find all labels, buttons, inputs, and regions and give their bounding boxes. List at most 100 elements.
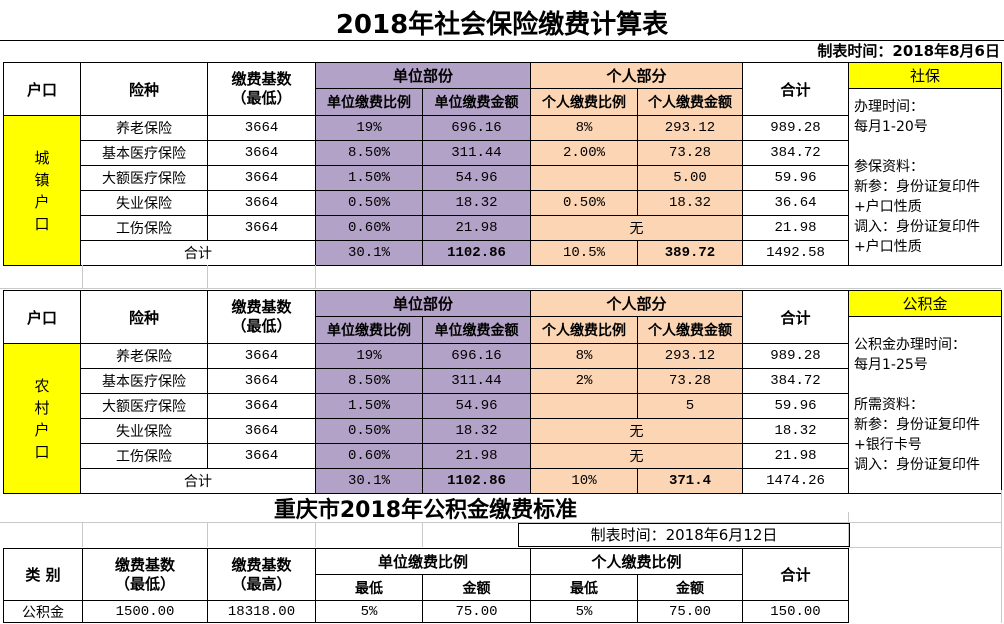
total-grand: 1492.58 [742, 240, 849, 266]
personal-amount: 73.28 [637, 140, 743, 166]
total-personal-rate: 10.5% [530, 240, 638, 266]
fund-personal-amount: 75.00 [637, 600, 743, 623]
row-total: 989.28 [742, 343, 849, 369]
employer-rate: 19% [315, 115, 423, 141]
fund-employer-amount: 75.00 [422, 600, 531, 623]
col-header-base: 缴费基数 （最低） [207, 290, 316, 344]
row-total: 21.98 [742, 443, 849, 469]
insurance-name: 失业保险 [80, 190, 208, 216]
fund-employer-min: 5% [315, 600, 423, 623]
total-personal-amount: 389.72 [637, 240, 743, 266]
employer-amount: 21.98 [422, 443, 531, 469]
subheader-personal-amount: 个人缴费金额 [637, 88, 743, 116]
group-header-employer: 单位部份 [315, 290, 531, 317]
insurance-name: 养老保险 [80, 343, 208, 369]
personal-amount: 293.12 [637, 343, 743, 369]
group-header-personal: 个人部分 [530, 290, 743, 317]
employer-amount: 21.98 [422, 215, 531, 241]
gridline [422, 522, 423, 547]
total-row-label: 合计 [80, 240, 316, 266]
insurance-name: 失业保险 [80, 418, 208, 444]
total-employer-amount: 1102.86 [422, 240, 531, 266]
personal-rate: 2% [530, 368, 638, 394]
base-value: 3664 [207, 418, 316, 444]
row-total: 989.28 [742, 115, 849, 141]
social-insurance-table-urban: 户口 险种 缴费基数 （最低） 单位部份 个人部分 合计 社保 单位缴费比例 单… [3, 62, 1002, 266]
subheader-employer-rate: 单位缴费比例 [315, 316, 423, 344]
gridline [315, 522, 316, 547]
insurance-name: 基本医疗保险 [80, 368, 208, 394]
employer-rate: 0.60% [315, 215, 423, 241]
col-header-insurance: 险种 [80, 290, 208, 344]
col-header-base-min: 缴费基数 （最低） [82, 548, 208, 601]
base-value: 3664 [207, 343, 316, 369]
gridline [315, 265, 316, 288]
total-personal-rate: 10% [530, 468, 638, 494]
subheader-amount: 金额 [637, 574, 743, 601]
gridline [848, 512, 849, 548]
group-header-employer-rate: 单位缴费比例 [315, 548, 531, 575]
employer-rate: 8.50% [315, 368, 423, 394]
gridline [848, 547, 1001, 548]
employer-rate: 0.50% [315, 418, 423, 444]
col-header-hukou: 户口 [3, 62, 81, 116]
gridline [1001, 490, 1002, 623]
notes-title-fund: 公积金 [848, 290, 1002, 317]
col-header-insurance: 险种 [80, 62, 208, 116]
personal-rate: 0.50% [530, 190, 638, 216]
page-title: 2018年社会保险缴费计算表 [335, 10, 669, 40]
col-header-base-max: 缴费基数 （最高） [207, 548, 316, 601]
gridline [207, 265, 208, 288]
fund-notes: 公积金办理时间： 每月1-25号 所需资料： 新参：身份证复印件 +银行卡号 调… [848, 316, 1002, 494]
personal-none-cell: 无 [530, 418, 743, 444]
personal-amount: 5 [637, 393, 743, 419]
employer-rate: 8.50% [315, 140, 423, 166]
gridline [0, 522, 1001, 523]
employer-rate: 0.50% [315, 190, 423, 216]
base-value: 3664 [207, 190, 316, 216]
social-insurance-table-rural: 户口 险种 缴费基数 （最低） 单位部份 个人部分 合计 公积金 单位缴费比例 … [3, 290, 1002, 494]
insurance-name: 基本医疗保险 [80, 140, 208, 166]
col-header-total: 合计 [742, 548, 849, 601]
employer-rate: 19% [315, 343, 423, 369]
fund-total: 150.00 [742, 600, 849, 623]
fund-base-min: 1500.00 [82, 600, 208, 623]
total-employer-amount: 1102.86 [422, 468, 531, 494]
gridline [0, 288, 1001, 289]
insurance-name: 大额医疗保险 [80, 393, 208, 419]
total-grand: 1474.26 [742, 468, 849, 494]
personal-amount: 73.28 [637, 368, 743, 394]
personal-amount: 18.32 [637, 190, 743, 216]
subheader-min: 最低 [530, 574, 638, 601]
total-row-label: 合计 [80, 468, 316, 494]
gridline [82, 265, 83, 288]
personal-none-cell: 无 [530, 443, 743, 469]
fund-base-max: 18318.00 [207, 600, 316, 623]
col-header-hukou: 户口 [3, 290, 81, 344]
row-total: 384.72 [742, 140, 849, 166]
fund-section-title: 重庆市2018年公积金缴费标准 [273, 498, 578, 523]
insurance-name: 工伤保险 [80, 215, 208, 241]
fund-category: 公积金 [3, 600, 83, 623]
col-header-category: 类 别 [3, 548, 83, 601]
row-total: 59.96 [742, 393, 849, 419]
employer-rate: 0.60% [315, 443, 423, 469]
personal-rate: 8% [530, 115, 638, 141]
insurance-name: 大额医疗保险 [80, 165, 208, 191]
subheader-personal-rate: 个人缴费比例 [530, 316, 638, 344]
employer-amount: 696.16 [422, 343, 531, 369]
base-value: 3664 [207, 165, 316, 191]
personal-amount: 293.12 [637, 115, 743, 141]
total-personal-amount: 371.4 [637, 468, 743, 494]
col-header-base: 缴费基数 （最低） [207, 62, 316, 116]
subheader-amount: 金额 [422, 574, 531, 601]
fund-personal-min: 5% [530, 600, 638, 623]
personal-amount: 5.00 [637, 165, 743, 191]
group-header-personal: 个人部分 [530, 62, 743, 89]
personal-rate: 2.00% [530, 140, 638, 166]
insurance-name: 养老保险 [80, 115, 208, 141]
base-value: 3664 [207, 368, 316, 394]
employer-rate: 1.50% [315, 393, 423, 419]
row-total: 18.32 [742, 418, 849, 444]
